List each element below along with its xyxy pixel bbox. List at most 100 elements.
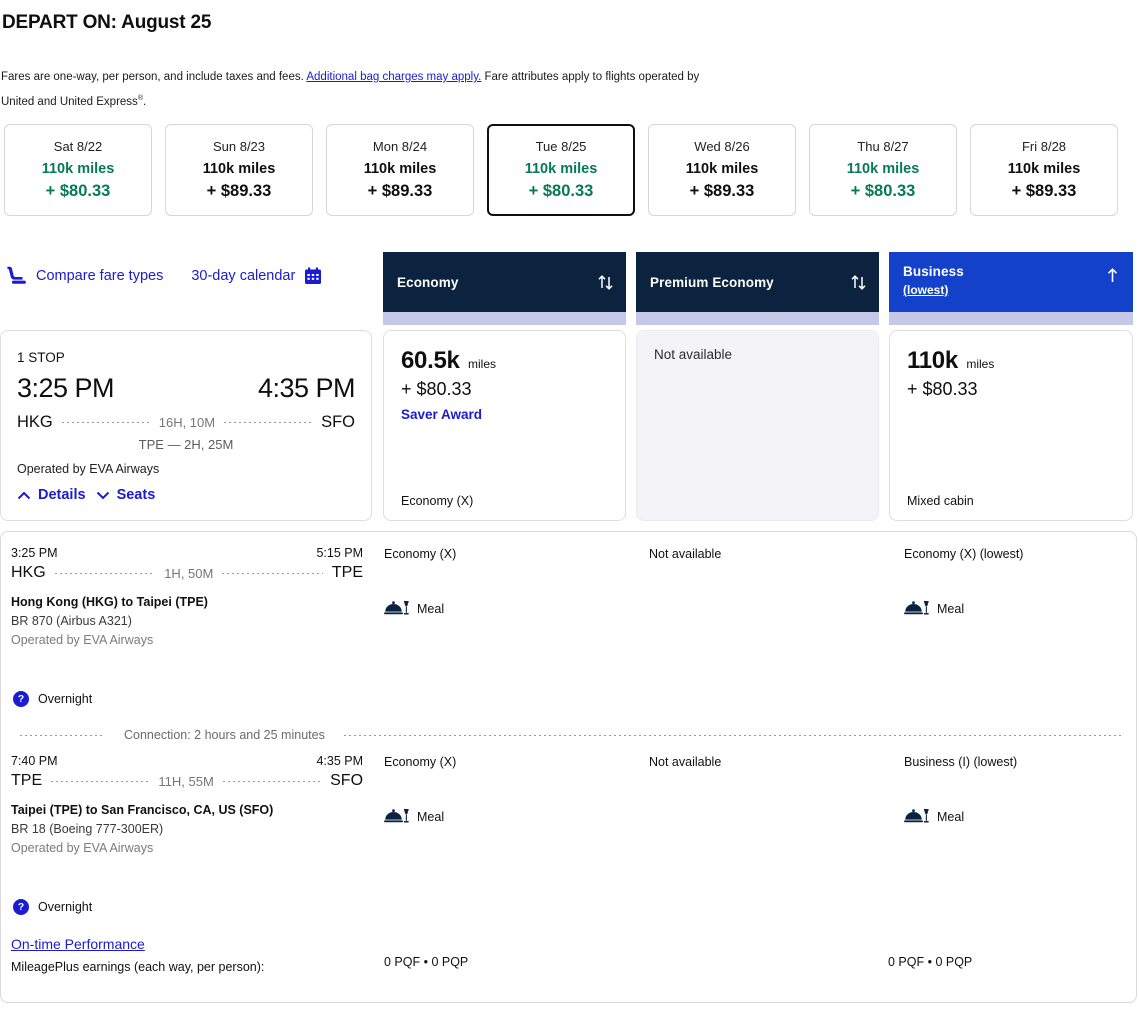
operated-by-label: Operated by EVA Airways [17, 462, 160, 476]
mileageplus-earnings-label: MileagePlus earnings (each way, per pers… [11, 960, 265, 974]
fare-cabin-note: Mixed cabin [907, 494, 974, 508]
lowest-fare-link[interactable]: (lowest) [903, 283, 949, 297]
date-card-day: Fri 8/28 [1021, 139, 1067, 154]
date-card-5[interactable]: Thu 8/27 110k miles + $80.33 [809, 124, 957, 216]
route-dash [54, 572, 156, 574]
segment-destination-code: SFO [330, 772, 364, 789]
meal-label: Meal [937, 809, 965, 824]
seats-toggle[interactable]: Seats [96, 487, 156, 503]
segment-route-row: HKG 1H, 50M TPE [11, 564, 363, 582]
date-card-day: Sun 8/23 [212, 139, 266, 154]
stops-label: 1 STOP [17, 350, 65, 365]
fare-cabin-note: Economy (X) [401, 494, 474, 508]
date-card-price: + $89.33 [367, 182, 433, 200]
column-header-business[interactable]: Business (lowest) [889, 252, 1133, 312]
details-label: Details [38, 487, 86, 503]
meal-cloche-glass-icon [384, 600, 409, 617]
date-card-miles: 110k miles [1007, 161, 1081, 177]
route-dash [222, 780, 322, 782]
fare-card-premium-economy: Not available [636, 330, 879, 521]
segment-economy-cabin: Economy (X) [384, 547, 457, 561]
overnight-label: Overnight [38, 692, 93, 706]
date-card-6[interactable]: Fri 8/28 110k miles + $89.33 [970, 124, 1118, 216]
meal-cloche-glass-icon [904, 808, 929, 825]
origin-code: HKG [17, 413, 53, 431]
fare-disclaimer: Fares are one-way, per person, and inclu… [1, 66, 701, 113]
date-card-price: + $89.33 [206, 182, 272, 200]
page-title: DEPART ON: August 25 [2, 12, 212, 33]
meal-label: Meal [417, 601, 445, 616]
date-card-1[interactable]: Sun 8/23 110k miles + $89.33 [165, 124, 313, 216]
date-card-price: + $80.33 [45, 182, 111, 200]
column-accent-premium-economy [636, 312, 879, 325]
chevron-down-icon [96, 491, 110, 500]
fare-miles: 60.5k miles [401, 347, 496, 375]
compare-fare-types-link[interactable]: Compare fare types [36, 267, 164, 284]
segment-origin-code: HKG [11, 564, 46, 581]
column-header-premium-economy[interactable]: Premium Economy [636, 252, 879, 312]
date-card-2[interactable]: Mon 8/24 110k miles + $89.33 [326, 124, 474, 216]
fare-card-business[interactable]: 110k miles + $80.33 Mixed cabin [889, 330, 1133, 521]
column-accent-economy [383, 312, 626, 325]
meal-cloche-glass-icon [904, 600, 929, 617]
itinerary-card: 1 STOP 3:25 PM 4:35 PM HKG 16H, 10M SFO … [0, 330, 372, 521]
economy-earnings-value: 0 PQF • 0 PQP [384, 955, 469, 969]
flight-details-panel: 3:25 PM 5:15 PM HKG 1H, 50M TPE Hong Kon… [0, 531, 1137, 1003]
fare-price: + $80.33 [401, 379, 472, 399]
segment-economy-cabin: Economy (X) [384, 755, 457, 769]
date-card-miles: 110k miles [363, 161, 437, 177]
sort-up-down-icon[interactable] [850, 273, 867, 292]
question-circle-icon[interactable]: ? [13, 899, 29, 915]
on-time-performance-link[interactable]: On-time Performance [11, 936, 145, 952]
business-meal-amenity: Meal [904, 600, 964, 617]
segment-premium-status: Not available [649, 755, 722, 769]
miles-value: 60.5k [401, 347, 460, 374]
segment-duration: 1H, 50M [164, 565, 214, 581]
date-card-miles: 110k miles [685, 161, 759, 177]
overnight-note: ? Overnight [13, 691, 92, 707]
date-card-price: + $89.33 [1011, 182, 1077, 200]
business-meal-amenity: Meal [904, 808, 964, 825]
disclaimer-text-2: Fare attributes apply to flights operate… [1, 71, 700, 108]
meal-cloche-glass-icon [384, 808, 409, 825]
fare-card-economy[interactable]: 60.5k miles + $80.33 Saver Award Economy… [383, 330, 626, 521]
arrive-time: 4:35 PM [257, 373, 356, 403]
segment-flight-number: BR 870 (Airbus A321) [11, 614, 132, 628]
segment-arrive-time: 5:15 PM [316, 546, 363, 560]
date-card-3[interactable]: Tue 8/25 110k miles + $80.33 [487, 124, 635, 216]
segment-depart-time: 3:25 PM [11, 546, 58, 560]
segment-duration: 11H, 55M [158, 773, 214, 789]
column-header-label: Premium Economy [650, 274, 774, 290]
date-card-4[interactable]: Wed 8/26 110k miles + $89.33 [648, 124, 796, 216]
bag-charges-link[interactable]: Additional bag charges may apply. [306, 71, 482, 83]
seats-label: Seats [116, 487, 156, 503]
question-circle-icon[interactable]: ? [13, 691, 29, 707]
column-header-economy[interactable]: Economy [383, 252, 626, 312]
connection-summary: TPE — 2H, 25M [138, 437, 234, 452]
saver-award-link[interactable]: Saver Award [401, 407, 483, 422]
segment-times: 7:40 PM 4:35 PM [11, 754, 363, 768]
date-card-0[interactable]: Sat 8/22 110k miles + $80.33 [4, 124, 152, 216]
thirty-day-calendar-link[interactable]: 30-day calendar [191, 267, 296, 284]
destination-code: SFO [321, 413, 355, 431]
route-dash [224, 422, 313, 423]
segment-operated-by: Operated by EVA Airways [11, 633, 154, 647]
sort-up-down-icon[interactable] [597, 273, 614, 292]
segment-operated-by: Operated by EVA Airways [11, 841, 154, 855]
date-card-price: + $80.33 [528, 182, 594, 200]
connection-dash [343, 734, 1121, 736]
date-card-day: Wed 8/26 [694, 139, 750, 154]
fare-price: + $80.33 [907, 379, 978, 399]
disclaimer-text: Fares are one-way, per person, and inclu… [1, 71, 307, 83]
duration-label: 16H, 10M [158, 415, 216, 430]
date-card-day: Mon 8/24 [372, 139, 428, 154]
arrow-up-icon[interactable] [1104, 266, 1121, 285]
date-card-miles: 110k miles [41, 161, 115, 177]
details-toggle[interactable]: Details [17, 487, 86, 503]
economy-meal-amenity: Meal [384, 808, 444, 825]
date-card-day: Sat 8/22 [53, 139, 103, 154]
calendar-icon [304, 267, 322, 285]
segment-destination-code: TPE [331, 564, 363, 581]
chevron-up-icon [17, 491, 31, 500]
column-accent-business [889, 312, 1133, 325]
